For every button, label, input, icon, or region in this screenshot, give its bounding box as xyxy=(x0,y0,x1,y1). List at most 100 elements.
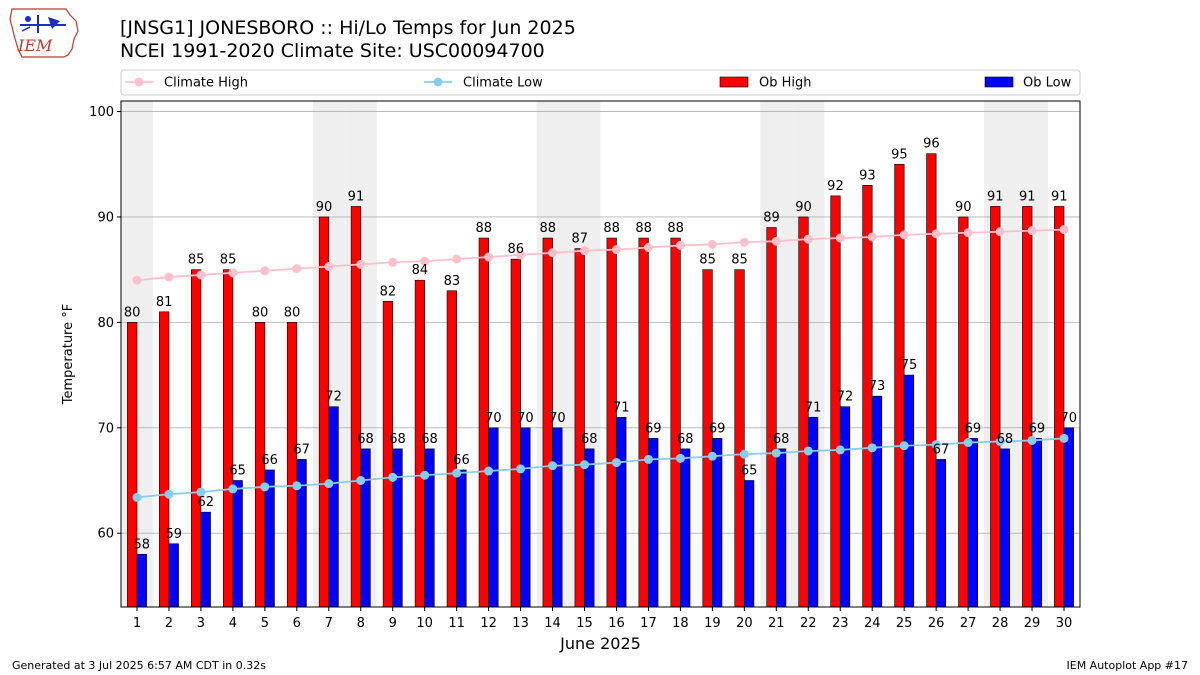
x-tick-label: 30 xyxy=(1056,616,1073,631)
ob-high-bar xyxy=(606,237,617,608)
y-axis-label: Temperature °F xyxy=(61,304,76,405)
ob-high-label: 82 xyxy=(380,284,397,299)
y-tick-label: 70 xyxy=(97,421,114,436)
legend-ob-low-label: Ob Low xyxy=(1023,76,1072,91)
x-axis-label: June 2025 xyxy=(559,634,641,653)
x-tick-label: 28 xyxy=(992,616,1009,631)
climate-high-point xyxy=(388,257,398,267)
climate-high-point xyxy=(835,233,845,243)
ob-high-label: 80 xyxy=(252,305,269,320)
ob-high-label: 88 xyxy=(603,221,620,236)
ob-low-label: 58 xyxy=(134,537,151,552)
ob-low-label: 68 xyxy=(997,432,1014,447)
climate-high-point xyxy=(1027,226,1037,236)
ob-high-label: 88 xyxy=(667,221,684,236)
x-tick-label: 7 xyxy=(325,616,333,631)
ob-low-bar xyxy=(967,438,979,608)
x-tick-label: 24 xyxy=(864,616,881,631)
x-tick-label: 13 xyxy=(512,616,529,631)
climate-high-point xyxy=(931,229,941,239)
climate-high-point xyxy=(420,256,430,266)
ob-low-label: 62 xyxy=(197,495,214,510)
climate-low-point xyxy=(771,448,781,458)
ob-low-label: 65 xyxy=(741,464,758,479)
climate-low-line xyxy=(136,437,1065,499)
climate-high-point xyxy=(707,239,717,249)
ob-low-label: 69 xyxy=(1029,421,1046,436)
ob-high-label: 85 xyxy=(188,253,205,268)
climate-low-point xyxy=(1027,435,1037,445)
legend-climate-low-marker xyxy=(433,77,443,87)
ob-high-label: 91 xyxy=(987,189,1004,204)
ob-low-bar xyxy=(616,416,627,608)
ob-high-label: 80 xyxy=(284,305,301,320)
ob-high-label: 83 xyxy=(444,274,461,289)
climate-low-point xyxy=(803,446,813,456)
ob-low-bar xyxy=(232,480,243,608)
climate-low-point xyxy=(643,454,653,464)
climate-high-point xyxy=(292,264,302,274)
legend-ob-high-label: Ob High xyxy=(759,76,812,91)
climate-low-point xyxy=(260,482,270,492)
ob-low-label: 69 xyxy=(965,421,982,436)
ob-high-bar xyxy=(926,153,937,608)
x-tick-label: 25 xyxy=(896,616,913,631)
ob-low-bar xyxy=(999,448,1010,608)
ob-low-label: 72 xyxy=(837,390,854,405)
climate-high-point xyxy=(771,236,781,246)
x-tick-label: 22 xyxy=(800,616,817,631)
ob-high-bar xyxy=(510,258,521,608)
legend-ob-low-swatch xyxy=(984,76,1014,88)
x-tick-label: 1 xyxy=(133,616,141,631)
ob-high-label: 95 xyxy=(891,147,908,162)
iem-logo: IEM xyxy=(9,8,79,58)
ob-low-bar xyxy=(680,448,691,608)
y-tick-label: 80 xyxy=(97,316,114,331)
ob-low-label: 59 xyxy=(165,527,182,542)
x-tick-label: 4 xyxy=(229,616,237,631)
ob-high-label: 88 xyxy=(539,221,556,236)
ob-low-label: 68 xyxy=(389,432,406,447)
legend-climate-low-label: Climate Low xyxy=(463,76,543,91)
climate-high-point xyxy=(132,275,142,285)
ob-low-label: 68 xyxy=(773,432,790,447)
climate-low-point xyxy=(548,461,558,471)
ob-high-bar xyxy=(1022,206,1033,608)
climate-low-point xyxy=(516,464,526,474)
ob-high-bar xyxy=(382,300,394,608)
ob-high-bar xyxy=(286,322,298,608)
climate-high-point xyxy=(899,230,909,240)
climate-high-point xyxy=(516,250,526,260)
y-tick-label: 90 xyxy=(97,210,114,225)
ob-low-bar xyxy=(807,416,819,608)
climate-high-point xyxy=(484,252,494,262)
plot-frame xyxy=(120,100,1081,608)
ob-low-label: 71 xyxy=(613,400,630,415)
ob-low-label: 68 xyxy=(421,432,438,447)
climate-low-point xyxy=(995,436,1005,446)
ob-high-label: 92 xyxy=(827,179,844,194)
climate-low-point xyxy=(452,468,462,478)
ob-low-bar xyxy=(136,553,147,608)
svg-text:IEM: IEM xyxy=(17,36,53,55)
ob-high-bar xyxy=(670,237,681,608)
climate-high-line xyxy=(136,228,1065,282)
legend-box xyxy=(120,69,1081,96)
ob-low-label: 67 xyxy=(933,442,950,457)
ob-high-label: 91 xyxy=(348,189,365,204)
autoplot-app-label: IEM Autoplot App #17 xyxy=(1066,659,1189,672)
ob-high-bar xyxy=(127,322,138,608)
climate-high-point xyxy=(452,254,462,264)
ob-high-bar xyxy=(958,216,969,608)
climate-high-point xyxy=(995,227,1005,237)
climate-high-point xyxy=(611,245,621,255)
climate-low-point xyxy=(356,476,366,485)
ob-low-label: 70 xyxy=(485,411,502,426)
ob-high-label: 87 xyxy=(571,232,588,247)
x-tick-label: 18 xyxy=(672,616,689,631)
ob-low-label: 68 xyxy=(677,432,694,447)
ob-low-label: 65 xyxy=(229,464,246,479)
climate-low-point xyxy=(675,453,685,463)
ob-high-label: 91 xyxy=(1051,189,1068,204)
ob-low-bar xyxy=(744,480,755,608)
